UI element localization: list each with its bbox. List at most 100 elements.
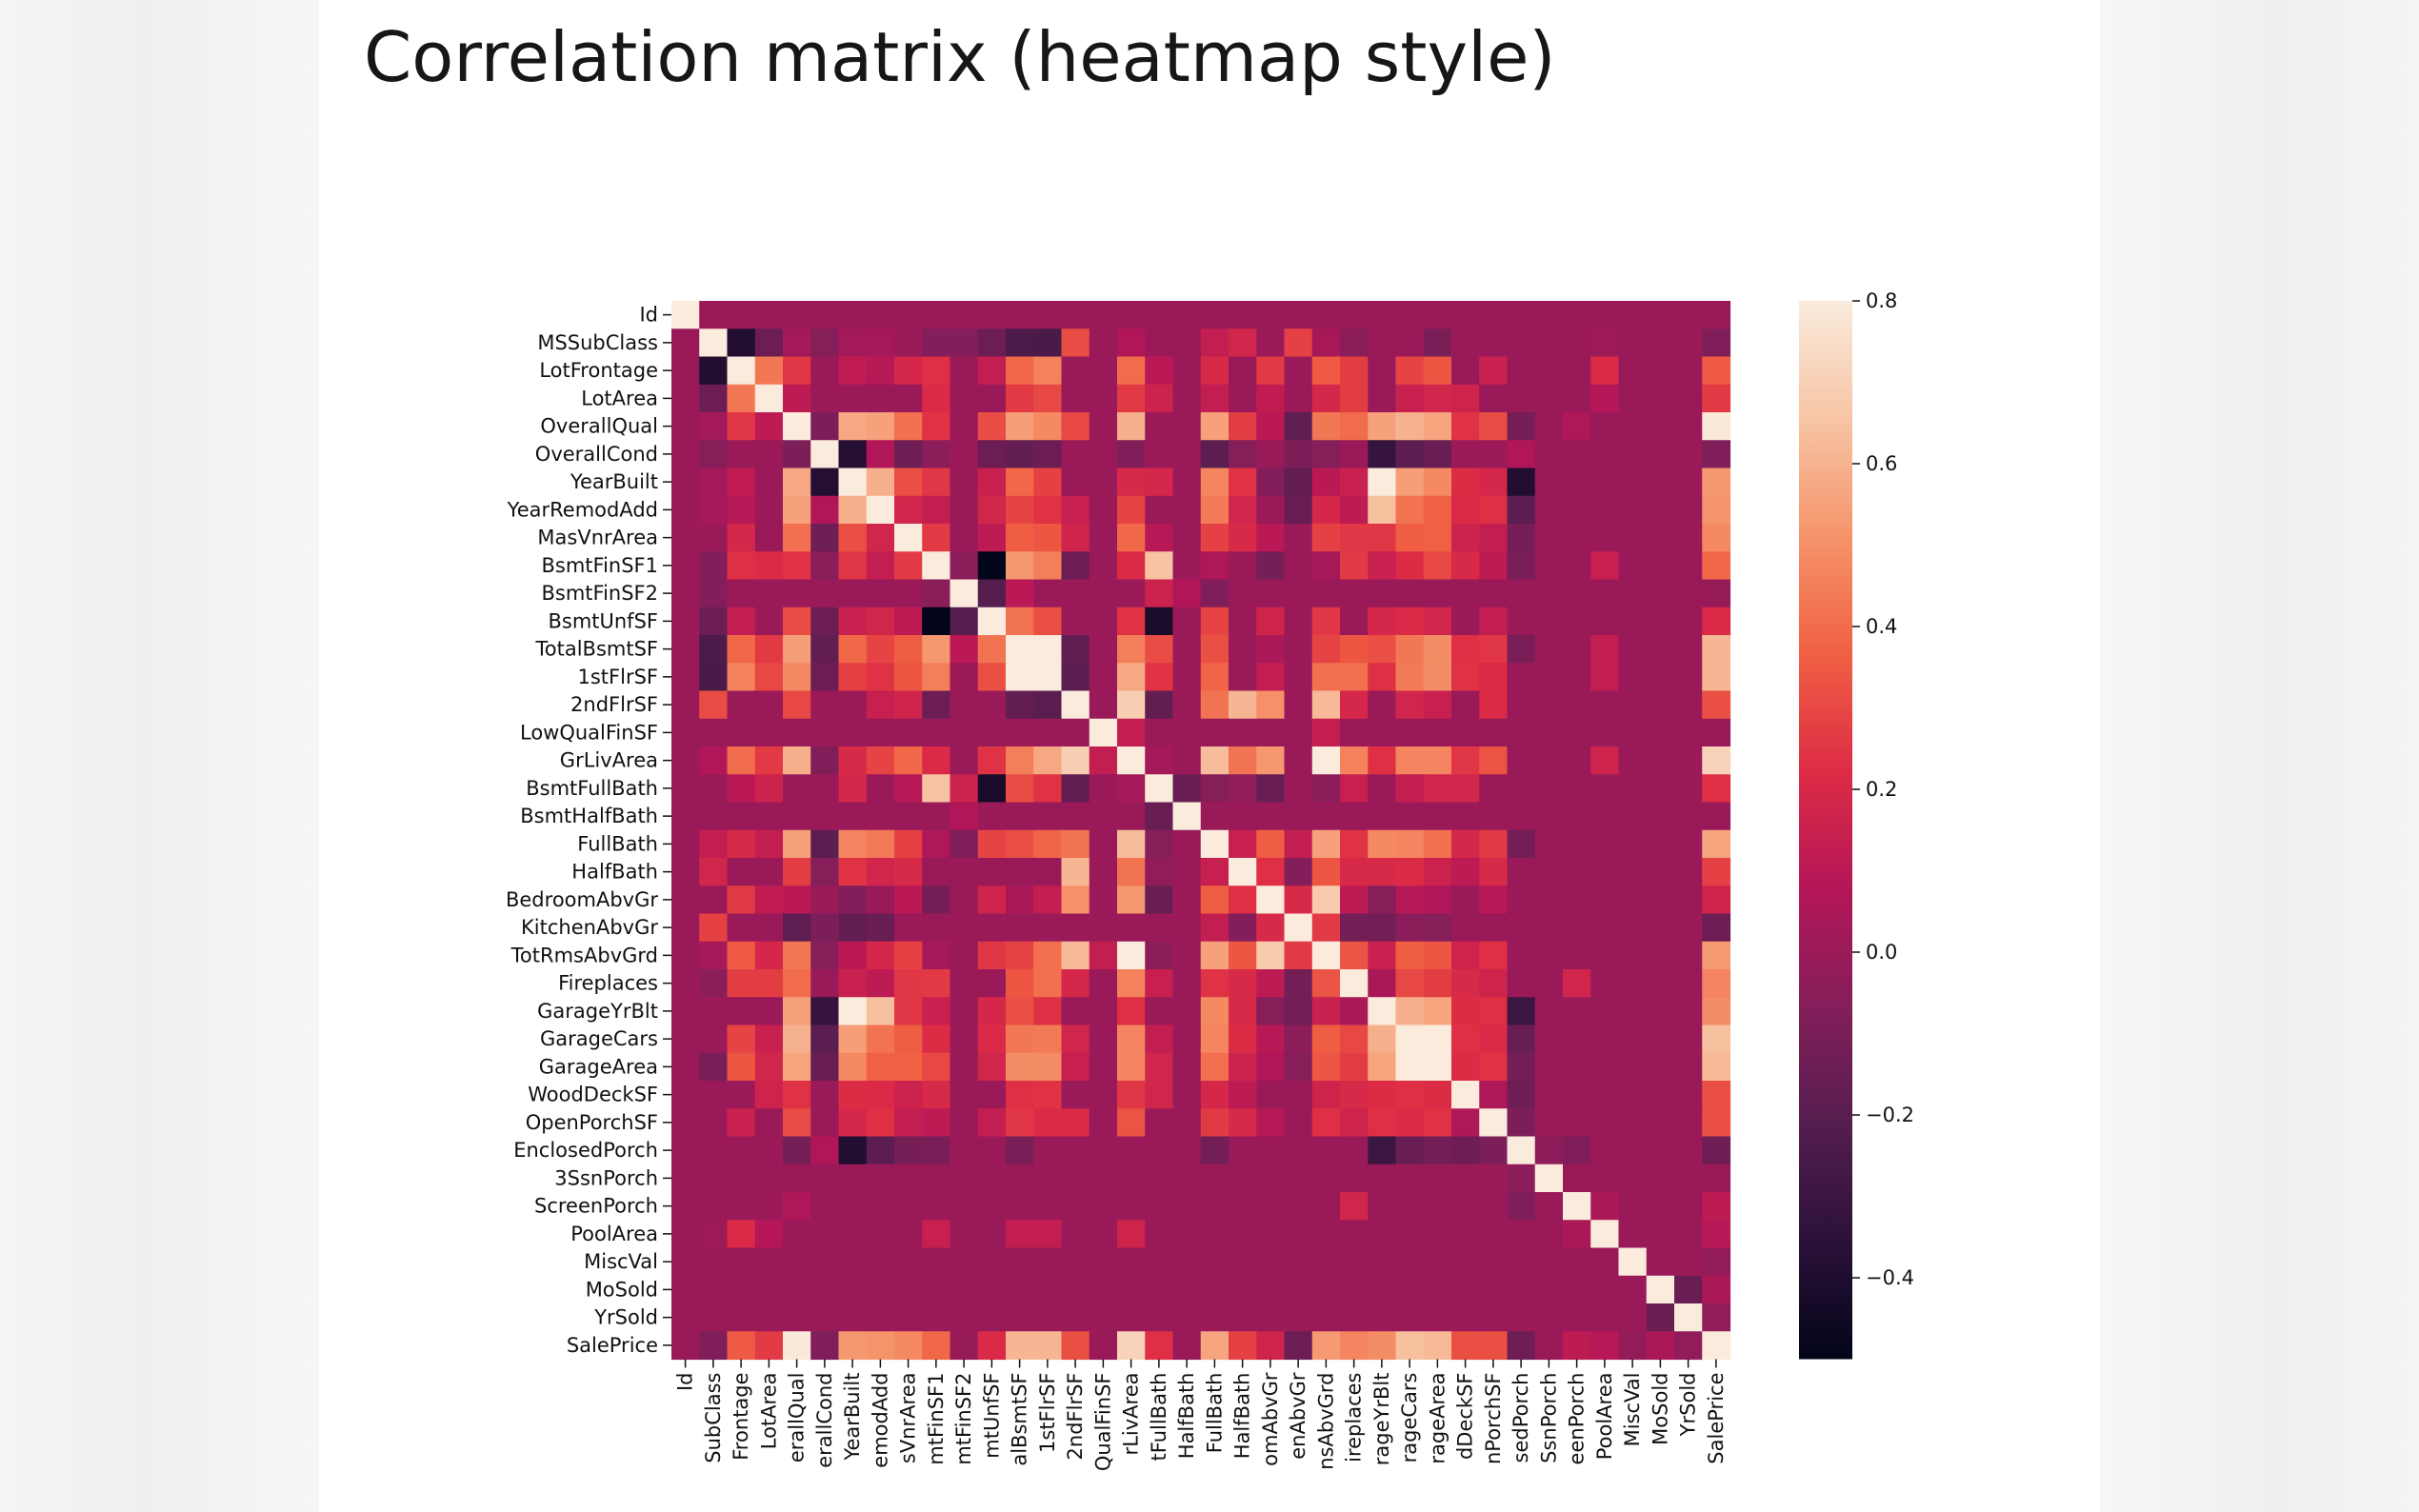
- heatmap-cell: [1117, 551, 1146, 581]
- heatmap-cell: [1451, 746, 1480, 775]
- heatmap-cell: [866, 1025, 895, 1054]
- heatmap-cell: [1451, 524, 1480, 552]
- heatmap-cell: [1534, 579, 1564, 608]
- heatmap-cell: [1674, 384, 1703, 413]
- heatmap-cell: [1117, 579, 1146, 608]
- heatmap-cell: [1311, 1331, 1341, 1361]
- heatmap-cell: [1256, 1081, 1286, 1109]
- heatmap-cell: [1479, 663, 1509, 692]
- heatmap-cell: [1117, 1275, 1146, 1304]
- heatmap-cell: [1033, 328, 1063, 358]
- heatmap-cell: [1618, 1192, 1648, 1221]
- heatmap-cell: [1507, 635, 1536, 664]
- heatmap-cell: [1117, 328, 1146, 358]
- x-tick-label: 2ndFlrSF: [1064, 1373, 1087, 1461]
- heatmap-cell: [1229, 524, 1257, 552]
- heatmap-cell: [894, 384, 923, 413]
- heatmap-cell: [1368, 495, 1397, 525]
- heatmap-cell: [1200, 579, 1229, 608]
- heatmap-cell: [1061, 579, 1090, 608]
- heatmap-cell: [1674, 1081, 1703, 1109]
- heatmap-cell: [866, 579, 895, 608]
- heatmap-cell: [866, 1164, 895, 1193]
- heatmap-cell: [950, 913, 979, 943]
- heatmap-cell: [783, 1081, 811, 1109]
- heatmap-cell: [699, 746, 729, 775]
- heatmap-cell: [866, 1247, 895, 1277]
- heatmap-cell: [1061, 524, 1090, 552]
- heatmap-cell: [810, 607, 840, 636]
- heatmap-cell: [1200, 440, 1229, 469]
- heatmap-cell: [1479, 356, 1509, 386]
- heatmap-cell: [950, 802, 979, 831]
- heatmap-cell: [838, 1108, 868, 1138]
- heatmap-cell: [727, 1303, 756, 1332]
- heatmap-cell: [1006, 440, 1034, 469]
- heatmap-cell: [1534, 495, 1564, 525]
- heatmap-cell: [1507, 495, 1536, 525]
- heatmap-cell: [838, 440, 868, 469]
- heatmap-cell: [1423, 1081, 1452, 1109]
- heatmap-cell: [1534, 969, 1564, 998]
- heatmap-cell: [1172, 1052, 1202, 1082]
- heatmap-cell: [1423, 969, 1452, 998]
- heatmap-cell: [1200, 356, 1229, 386]
- heatmap-cell: [922, 495, 951, 525]
- heatmap-cell: [950, 1025, 979, 1054]
- heatmap-cell: [1451, 1275, 1480, 1304]
- heatmap-cell: [1674, 1025, 1703, 1054]
- heatmap-cell: [1590, 913, 1620, 943]
- heatmap-cell: [1200, 328, 1229, 358]
- y-tick-label: ScreenPorch: [534, 1195, 658, 1218]
- heatmap-cell: [1479, 412, 1509, 441]
- heatmap-cell: [950, 1303, 979, 1332]
- heatmap-cell: [1368, 384, 1397, 413]
- heatmap-cell: [1033, 1275, 1063, 1304]
- heatmap-cell: [922, 607, 951, 636]
- heatmap-cell: [922, 1192, 951, 1221]
- heatmap-cell: [1284, 1331, 1313, 1361]
- heatmap-cell: [894, 1192, 923, 1221]
- heatmap-cell: [1089, 412, 1118, 441]
- heatmap-cell: [754, 1025, 784, 1054]
- heatmap-cell: [1590, 885, 1620, 915]
- heatmap-cell: [894, 997, 923, 1026]
- heatmap-cell: [1311, 718, 1341, 747]
- heatmap-cell: [671, 579, 700, 608]
- heatmap-cell: [699, 301, 729, 329]
- heatmap-cell: [1061, 829, 1090, 859]
- heatmap-cell: [1479, 551, 1509, 581]
- heatmap-cell: [1368, 1247, 1397, 1277]
- heatmap-cell: [1006, 746, 1034, 775]
- heatmap-cell: [866, 440, 895, 469]
- heatmap-cell: [671, 440, 700, 469]
- heatmap-cell: [838, 1303, 868, 1332]
- heatmap-cell: [1368, 690, 1397, 720]
- heatmap-cell: [1340, 690, 1369, 720]
- heatmap-cell: [1256, 1331, 1286, 1361]
- heatmap-cell: [922, 356, 951, 386]
- heatmap-cell: [783, 718, 811, 747]
- heatmap-cell: [1256, 1052, 1286, 1082]
- heatmap-cell: [1006, 1108, 1034, 1138]
- heatmap-cell: [922, 468, 951, 497]
- heatmap-cell: [1618, 829, 1648, 859]
- heatmap-cell: [1340, 1081, 1369, 1109]
- heatmap-cell: [810, 746, 840, 775]
- heatmap-cell: [1507, 1331, 1536, 1361]
- heatmap-cell: [1229, 1247, 1257, 1277]
- heatmap-cell: [894, 328, 923, 358]
- heatmap-cell: [1646, 969, 1675, 998]
- heatmap-cell: [1451, 885, 1480, 915]
- heatmap-cell: [1229, 997, 1257, 1026]
- heatmap-cell: [922, 328, 951, 358]
- heatmap-cell: [950, 635, 979, 664]
- heatmap-cell: [1033, 1136, 1063, 1165]
- heatmap-cell: [1590, 1108, 1620, 1138]
- heatmap-cell: [1172, 468, 1202, 497]
- heatmap-cell: [754, 1052, 784, 1082]
- heatmap-cell: [699, 495, 729, 525]
- heatmap-cell: [1368, 579, 1397, 608]
- heatmap-cell: [1006, 941, 1034, 970]
- heatmap-cell: [1702, 746, 1731, 775]
